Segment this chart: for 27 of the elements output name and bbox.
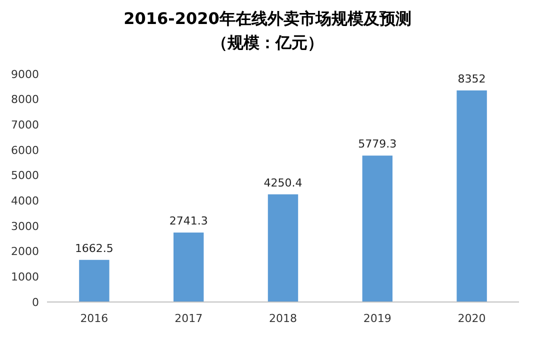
bar xyxy=(362,156,393,302)
data-label: 1662.5 xyxy=(74,242,114,255)
y-tick-label: 0 xyxy=(32,296,39,309)
data-label: 5779.3 xyxy=(358,138,397,151)
data-label: 4250.4 xyxy=(264,176,302,190)
x-tick-label: 2019 xyxy=(363,312,392,325)
y-tick-label: 7000 xyxy=(11,118,39,132)
y-tick-label: 2000 xyxy=(11,245,39,258)
y-tick-label: 9000 xyxy=(11,68,39,81)
y-tick-label: 4000 xyxy=(11,194,39,208)
data-label: 2741.3 xyxy=(169,214,208,228)
y-tick-label: 1000 xyxy=(11,270,39,284)
bar xyxy=(79,260,110,302)
data-label: 8352 xyxy=(458,72,486,86)
chart-subtitle: （规模：亿元） xyxy=(212,33,324,52)
y-tick-label: 3000 xyxy=(11,220,39,233)
bar xyxy=(456,90,487,302)
y-tick-label: 5000 xyxy=(11,169,39,182)
chart-title: 2016-2020年在线外卖市场规模及预测 xyxy=(124,9,412,28)
bar xyxy=(173,232,204,302)
x-tick-label: 2017 xyxy=(174,312,203,325)
x-tick-label: 2020 xyxy=(458,312,486,325)
y-tick-label: 6000 xyxy=(11,144,39,157)
x-tick-label: 2018 xyxy=(269,312,297,325)
bar xyxy=(268,194,298,302)
x-tick-label: 2016 xyxy=(80,312,108,325)
y-tick-label: 8000 xyxy=(11,93,39,106)
